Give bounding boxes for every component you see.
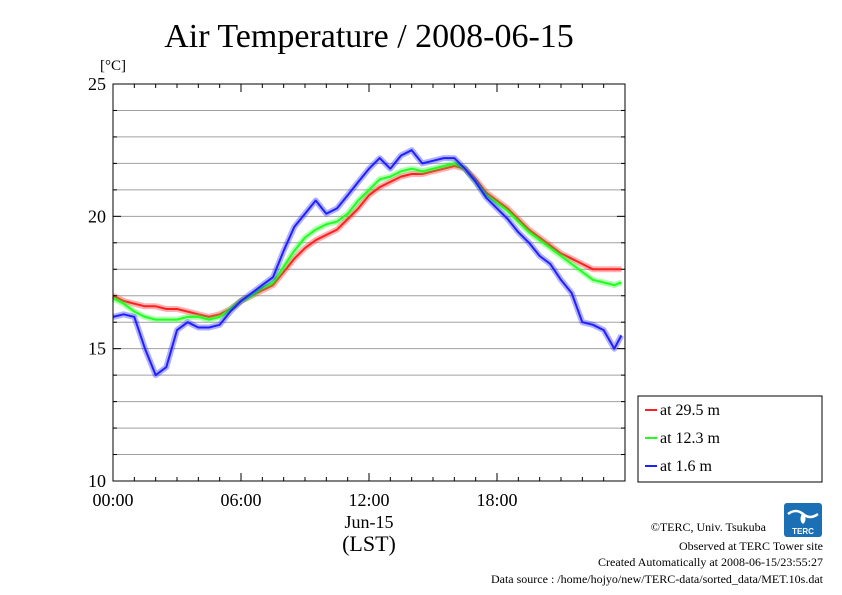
series-band-3 (112, 147, 625, 379)
legend-label-3: at 1.6 m (660, 458, 713, 475)
copyright-text: ©TERC, Univ. Tsukuba (651, 520, 767, 534)
series-line-3 (112, 149, 623, 377)
logo-text: TERC (792, 527, 814, 536)
grid (113, 109, 625, 456)
y-axis-unit-label: [°C] (100, 58, 126, 74)
legend-box (637, 395, 823, 483)
legend: at 29.5 m at 12.3 m at 1.6 m (637, 395, 823, 483)
x-axis-label: (LST) (342, 531, 396, 556)
x-tick-label: 06:00 (220, 490, 261, 510)
x-tick-label: 18:00 (476, 490, 517, 510)
x-tick-label: 00:00 (92, 490, 133, 510)
legend-label-2: at 12.3 m (660, 430, 721, 447)
series-layer (111, 147, 625, 379)
plot-area (112, 83, 626, 482)
terc-logo: TERC (784, 503, 822, 537)
y-tick-label: 20 (88, 206, 106, 226)
chart-title: Air Temperature / 2008-06-15 (164, 18, 574, 55)
y-tick-label: 15 (88, 339, 106, 359)
created-text: Created Automatically at 2008-06-15/23:5… (598, 555, 823, 569)
x-tick-label: 12:00 (348, 490, 389, 510)
series-line-1 (112, 165, 622, 318)
y-tick-label: 10 (88, 471, 106, 491)
y-axis-ticks: 10 15 20 25 (88, 74, 625, 491)
x-date-label: Jun-15 (345, 512, 394, 532)
series-line-2 (112, 162, 622, 321)
logo-drop-icon (800, 512, 806, 524)
data-source-text: Data source : /home/hojyo/new/TERC-data/… (491, 572, 824, 586)
observed-text: Observed at TERC Tower site (679, 539, 823, 553)
legend-label-1: at 29.5 m (660, 402, 721, 419)
y-tick-label: 25 (88, 74, 106, 94)
x-axis-ticks: 00:00 06:00 12:00 18:00 (92, 84, 626, 510)
